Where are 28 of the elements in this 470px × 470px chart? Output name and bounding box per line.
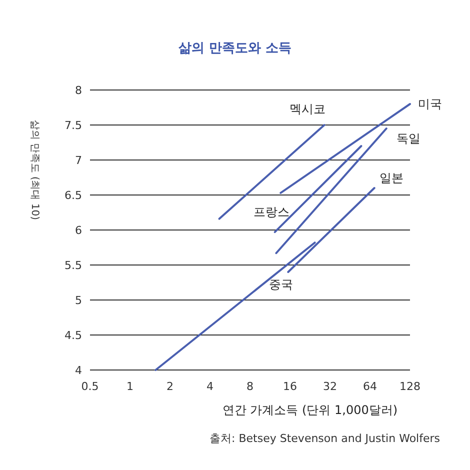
series-label: 프랑스 xyxy=(253,205,290,219)
series-label: 멕시코 xyxy=(289,102,326,116)
x-tick-label: 16 xyxy=(283,380,297,393)
y-tick-label: 8 xyxy=(75,84,82,97)
chart-title: 삶의 만족도와 소득 xyxy=(178,41,292,56)
x-tick-label: 1 xyxy=(126,380,134,393)
y-tick-label: 7.5 xyxy=(64,119,82,132)
x-tick-label: 4 xyxy=(206,380,214,393)
y-axis-title: 삶의 만족도 (최대 10) xyxy=(29,120,40,220)
series-label: 일본 xyxy=(379,171,404,185)
x-tick-label: 8 xyxy=(246,380,254,393)
x-tick-label: 2 xyxy=(166,380,174,393)
y-tick-label: 7 xyxy=(75,154,82,167)
y-tick-label: 4 xyxy=(75,364,82,377)
x-tick-label: 0.5 xyxy=(81,380,99,393)
y-tick-label: 5 xyxy=(75,294,82,307)
x-axis-title: 연간 가계소득 (단위 1,000달러) xyxy=(222,403,398,417)
x-tick-label: 64 xyxy=(363,380,377,393)
source-note: 출처: Betsey Stevenson and Justin Wolfers xyxy=(210,432,440,445)
series-label: 독일 xyxy=(396,132,420,146)
x-tick-label: 128 xyxy=(400,380,420,393)
y-tick-label: 6.5 xyxy=(64,189,82,202)
y-tick-label: 6 xyxy=(75,224,82,237)
series-label: 미국 xyxy=(418,97,442,111)
y-tick-label: 4.5 xyxy=(64,329,82,342)
y-tick-label: 5.5 xyxy=(64,259,82,272)
x-tick-label: 32 xyxy=(323,380,337,393)
series-label: 중국 xyxy=(268,278,293,292)
